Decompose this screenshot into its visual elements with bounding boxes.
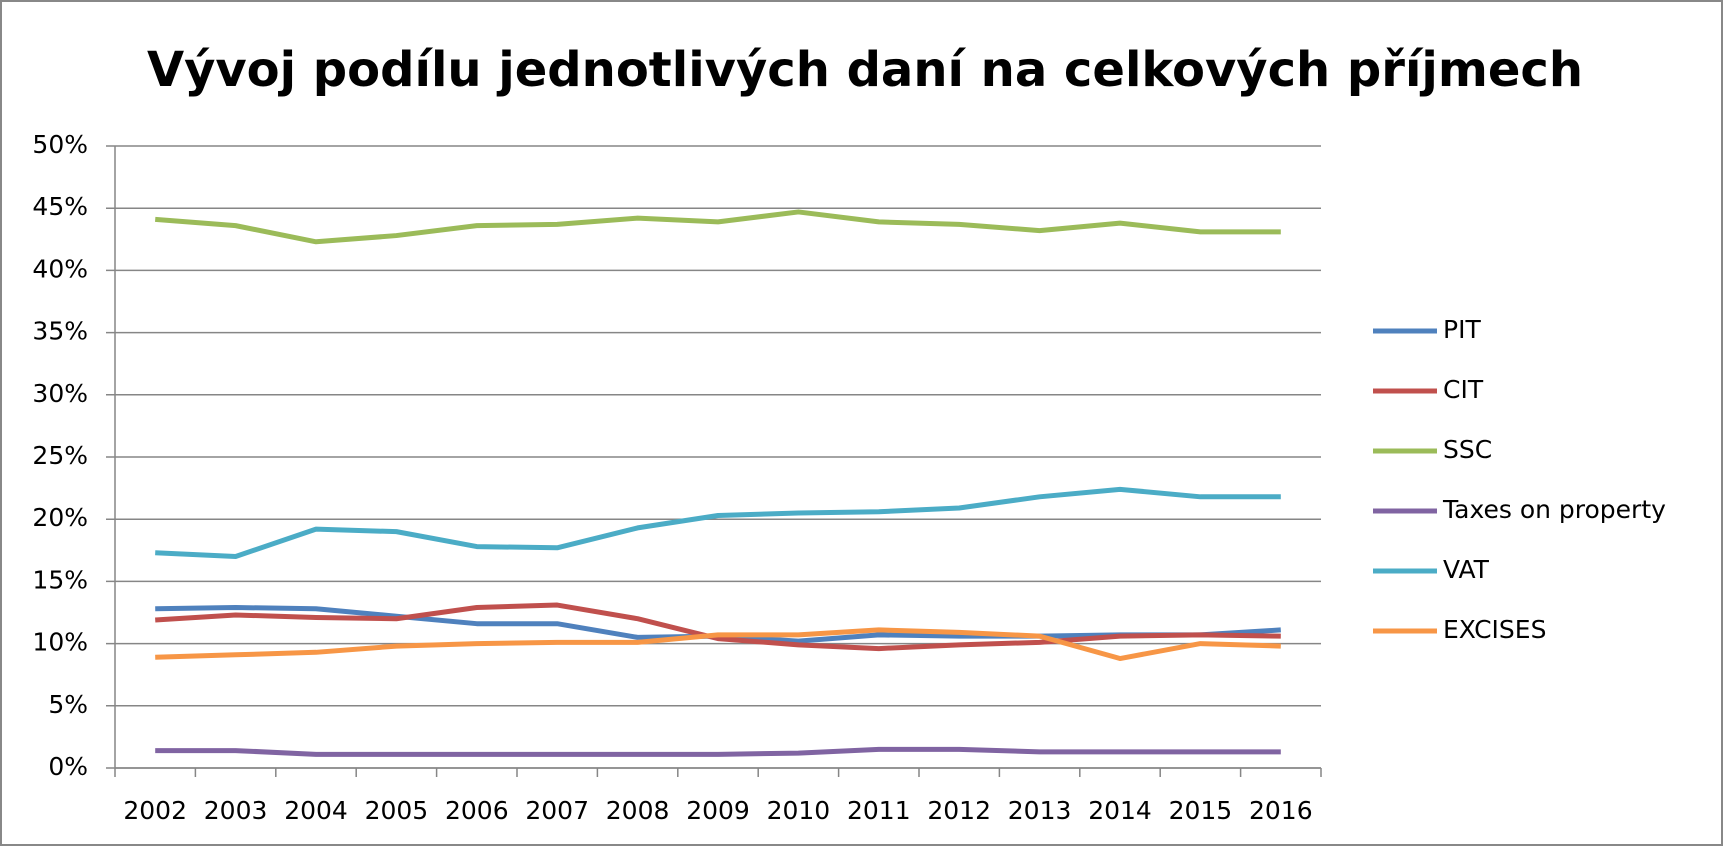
line-series: [155, 627, 1281, 662]
x-tick-label: 2008: [606, 796, 670, 825]
x-tick-label: 2015: [1169, 796, 1233, 825]
x-tick-label: 2010: [767, 796, 831, 825]
line-series: [155, 602, 1281, 652]
y-tick-label: 30%: [32, 379, 88, 408]
legend-label: PIT: [1443, 315, 1481, 344]
x-tick-label: 2016: [1249, 796, 1313, 825]
y-tick-label: 35%: [32, 317, 88, 346]
x-tick-label: 2003: [204, 796, 268, 825]
legend-label: SSC: [1443, 435, 1492, 464]
line-series: [155, 486, 1281, 560]
y-tick-label: 25%: [32, 441, 88, 470]
x-tick-label: 2012: [927, 796, 991, 825]
x-tick-label: 2004: [284, 796, 348, 825]
y-tick-label: 0%: [48, 752, 88, 781]
y-tick-label: 50%: [32, 130, 88, 159]
y-tick-label: 15%: [32, 565, 88, 594]
y-tick-label: 10%: [32, 628, 88, 657]
legend-label: CIT: [1443, 375, 1484, 404]
legend-label: VAT: [1443, 555, 1490, 584]
x-tick-label: 2011: [847, 796, 911, 825]
x-tick-label: 2006: [445, 796, 509, 825]
x-tick-label: 2014: [1088, 796, 1152, 825]
y-tick-label: 45%: [32, 192, 88, 221]
y-tick-label: 5%: [48, 690, 88, 719]
legend-label: EXCISES: [1443, 615, 1546, 644]
x-tick-label: 2009: [686, 796, 750, 825]
line-series: [155, 746, 1281, 757]
legend-label: Taxes on property: [1442, 495, 1666, 524]
x-tick-label: 2013: [1008, 796, 1072, 825]
x-tick-label: 2007: [525, 796, 589, 825]
x-tick-label: 2005: [365, 796, 429, 825]
line-series: [155, 209, 1281, 245]
y-tick-label: 20%: [32, 503, 88, 532]
x-tick-label: 2002: [123, 796, 187, 825]
y-tick-label: 40%: [32, 254, 88, 283]
chart-title: Vývoj podílu jednotlivých daní na celkov…: [147, 42, 1583, 98]
